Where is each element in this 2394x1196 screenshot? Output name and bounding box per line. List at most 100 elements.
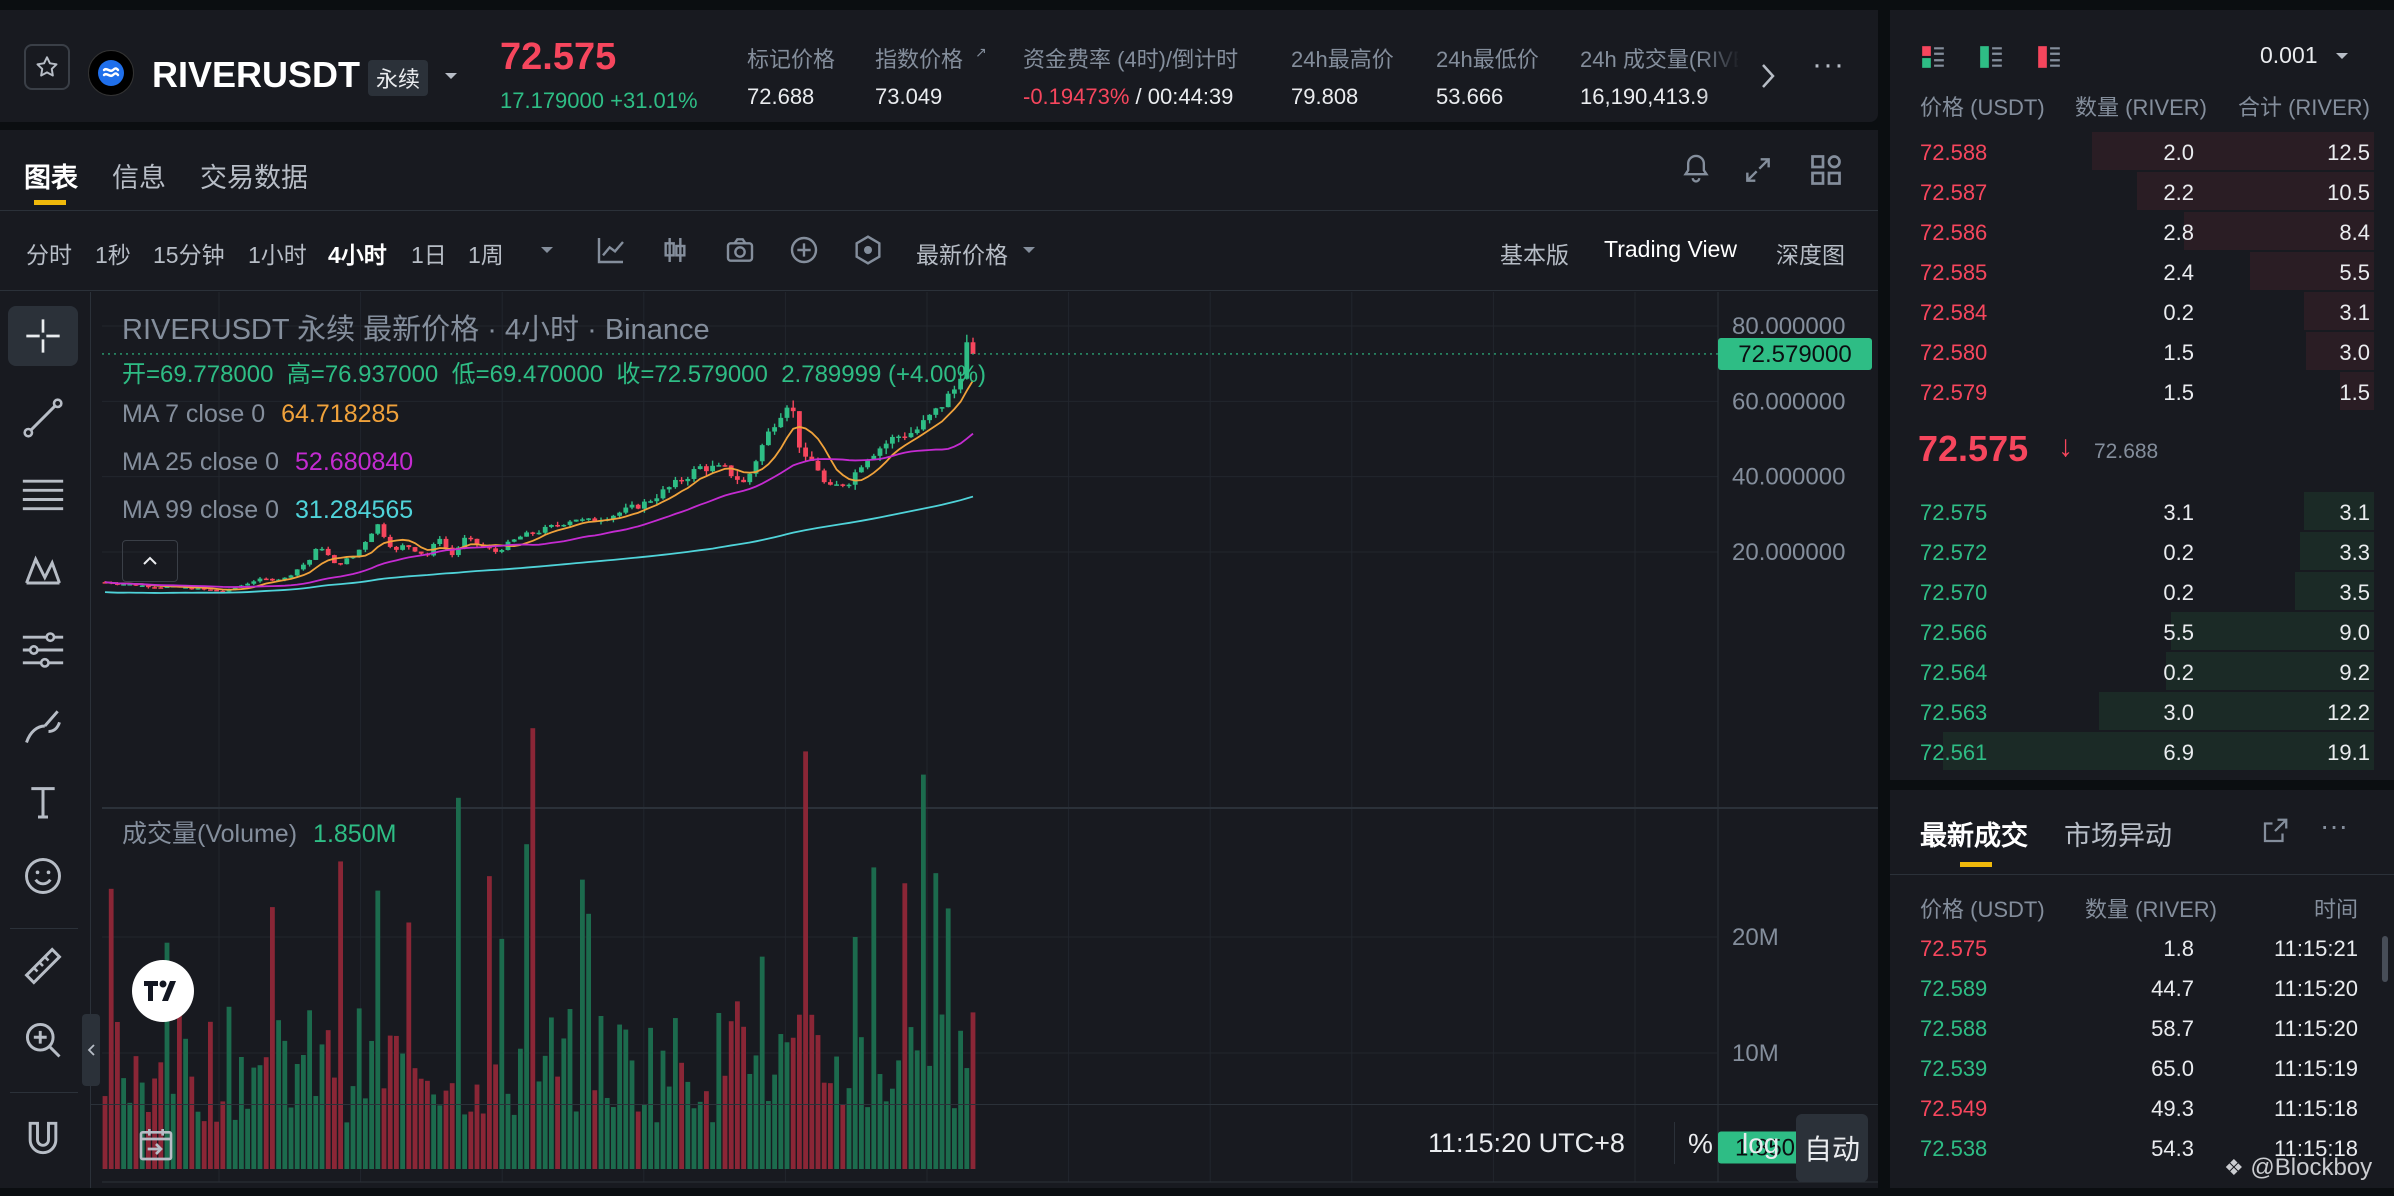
ask-row[interactable]: 72.586 2.8 8.4 — [1890, 212, 2394, 252]
price: 72.579 — [1920, 380, 1988, 405]
quantity: 5.5 — [2163, 620, 2194, 645]
candle — [418, 551, 424, 554]
collapse-toolbar-button[interactable] — [82, 1014, 100, 1086]
volume-bar — [499, 938, 505, 1169]
interval-1d[interactable]: 1日 — [411, 242, 447, 268]
trades-more-icon[interactable]: ··· — [2320, 810, 2348, 841]
ask-row[interactable]: 72.580 1.5 3.0 — [1890, 332, 2394, 372]
interval-1s[interactable]: 1秒 — [95, 242, 131, 268]
bid-row[interactable]: 72.561 6.9 19.1 — [1890, 732, 2394, 772]
expand-icon[interactable] — [1742, 154, 1774, 186]
ask-row[interactable]: 72.585 2.4 5.5 — [1890, 252, 2394, 292]
candle — [270, 578, 275, 581]
bid-row[interactable]: 72.566 5.5 9.0 — [1890, 612, 2394, 652]
candle — [611, 515, 616, 520]
fib-tool[interactable] — [8, 464, 78, 524]
chevron-down-icon[interactable] — [443, 70, 459, 82]
view-basic[interactable]: 基本版 — [1500, 242, 1569, 268]
crosshair-tool[interactable] — [8, 306, 78, 366]
precision-select[interactable]: 0.001 — [2260, 42, 2318, 68]
trade-price: 72.575 — [1920, 936, 1988, 961]
camera-icon[interactable] — [724, 234, 756, 266]
text-icon — [31, 787, 55, 819]
symbol-title[interactable]: RIVERUSDT — [152, 54, 361, 95]
interval-1h[interactable]: 1小时 — [248, 242, 307, 268]
orderbook-bids-view-icon[interactable] — [1978, 44, 2004, 70]
interval-15m[interactable]: 15分钟 — [153, 242, 225, 268]
text-tool[interactable] — [8, 772, 78, 832]
more-icon[interactable]: ··· — [1812, 48, 1845, 81]
log-scale-toggle[interactable]: log — [1742, 1128, 1780, 1159]
price: 72.563 — [1920, 700, 1988, 725]
price-type-select[interactable]: 最新价格 — [916, 242, 1008, 268]
orderbook-both-view-icon[interactable] — [1920, 44, 1946, 70]
layout-grid-icon[interactable] — [1808, 152, 1844, 188]
candle — [958, 378, 963, 390]
total: 3.0 — [2339, 340, 2370, 365]
auto-scale-toggle[interactable]: 自动 — [1796, 1114, 1869, 1182]
trendline-tool[interactable] — [8, 388, 78, 448]
volume-bar — [301, 1054, 306, 1169]
ask-row[interactable]: 72.579 1.5 1.5 — [1890, 372, 2394, 412]
candle-type-icon[interactable] — [659, 234, 691, 266]
volume-bar — [834, 1056, 839, 1169]
bid-row[interactable]: 72.570 0.2 3.5 — [1890, 572, 2394, 612]
trades-scrollbar[interactable] — [2382, 936, 2388, 982]
ob-header-qty: 数量 (RIVER) — [2075, 95, 2208, 120]
pattern-tool[interactable] — [8, 542, 78, 602]
ask-row[interactable]: 72.584 0.2 3.1 — [1890, 292, 2394, 332]
volume-bar — [555, 1076, 560, 1169]
magnet-tool[interactable] — [8, 1108, 78, 1168]
percent-scale-toggle[interactable]: % — [1688, 1128, 1713, 1159]
tab-latest-trades[interactable]: 最新成交 — [1920, 821, 2028, 851]
candle — [412, 547, 418, 552]
bid-row[interactable]: 72.563 3.0 12.2 — [1890, 692, 2394, 732]
volume-bar — [865, 1107, 870, 1169]
ticker-header: RIVERUSDT 永续 72.575 17.179000 +31.01% 标记… — [0, 10, 1878, 122]
bell-icon[interactable] — [1680, 152, 1712, 186]
interval-1w[interactable]: 1周 — [468, 242, 504, 268]
tab-market-movers[interactable]: 市场异动 — [2064, 821, 2172, 851]
bid-row[interactable]: 72.575 3.1 3.1 — [1890, 492, 2394, 532]
tab-trade-data[interactable]: 交易数据 — [200, 163, 308, 193]
candle — [871, 455, 877, 460]
volume-bar — [505, 1093, 511, 1169]
interval-4h[interactable]: 4小时 — [328, 242, 387, 268]
emoji-tool[interactable] — [8, 846, 78, 906]
interval-line[interactable]: 分时 — [26, 242, 72, 268]
candle — [232, 587, 238, 590]
brush-tool[interactable] — [8, 696, 78, 756]
ruler-tool[interactable] — [8, 936, 78, 996]
bid-row[interactable]: 72.572 0.2 3.3 — [1890, 532, 2394, 572]
candle — [301, 564, 306, 570]
popout-icon[interactable] — [2260, 816, 2290, 846]
candle — [790, 407, 796, 412]
chevron-right-icon[interactable] — [1760, 62, 1776, 90]
add-indicator-icon[interactable] — [788, 234, 820, 266]
volume-bar — [338, 861, 343, 1169]
ask-row[interactable]: 72.588 2.0 12.5 — [1890, 132, 2394, 172]
view-tradingview[interactable]: Trading View — [1604, 236, 1737, 262]
view-depth[interactable]: 深度图 — [1776, 242, 1845, 268]
tab-info[interactable]: 信息 — [112, 163, 166, 193]
precision-chevron-icon[interactable] — [2334, 50, 2350, 62]
measure-lines-tool[interactable] — [8, 620, 78, 680]
depth-bar — [2091, 132, 2374, 170]
tab-chart[interactable]: 图表 — [24, 163, 78, 193]
zoom-tool[interactable] — [8, 1010, 78, 1070]
collapse-legend-button[interactable] — [122, 540, 178, 582]
indicator-chart-icon[interactable] — [595, 234, 627, 266]
orderbook-asks-view-icon[interactable] — [2036, 44, 2062, 70]
date-range-icon[interactable] — [136, 1124, 176, 1164]
contract-type-badge[interactable]: 永续 — [368, 60, 429, 96]
price-type-chevron-icon[interactable] — [1020, 244, 1038, 256]
settings-hex-icon[interactable] — [852, 234, 884, 266]
ask-row[interactable]: 72.587 2.2 10.5 — [1890, 172, 2394, 212]
candle — [518, 536, 523, 540]
interval-dropdown-icon[interactable] — [538, 244, 556, 256]
bid-row[interactable]: 72.564 0.2 9.2 — [1890, 652, 2394, 692]
favorite-button[interactable] — [24, 44, 70, 90]
trade-price: 72.538 — [1920, 1136, 1988, 1161]
volume-bar — [803, 751, 808, 1169]
index-price-label[interactable]: 指数价格 — [875, 47, 964, 72]
